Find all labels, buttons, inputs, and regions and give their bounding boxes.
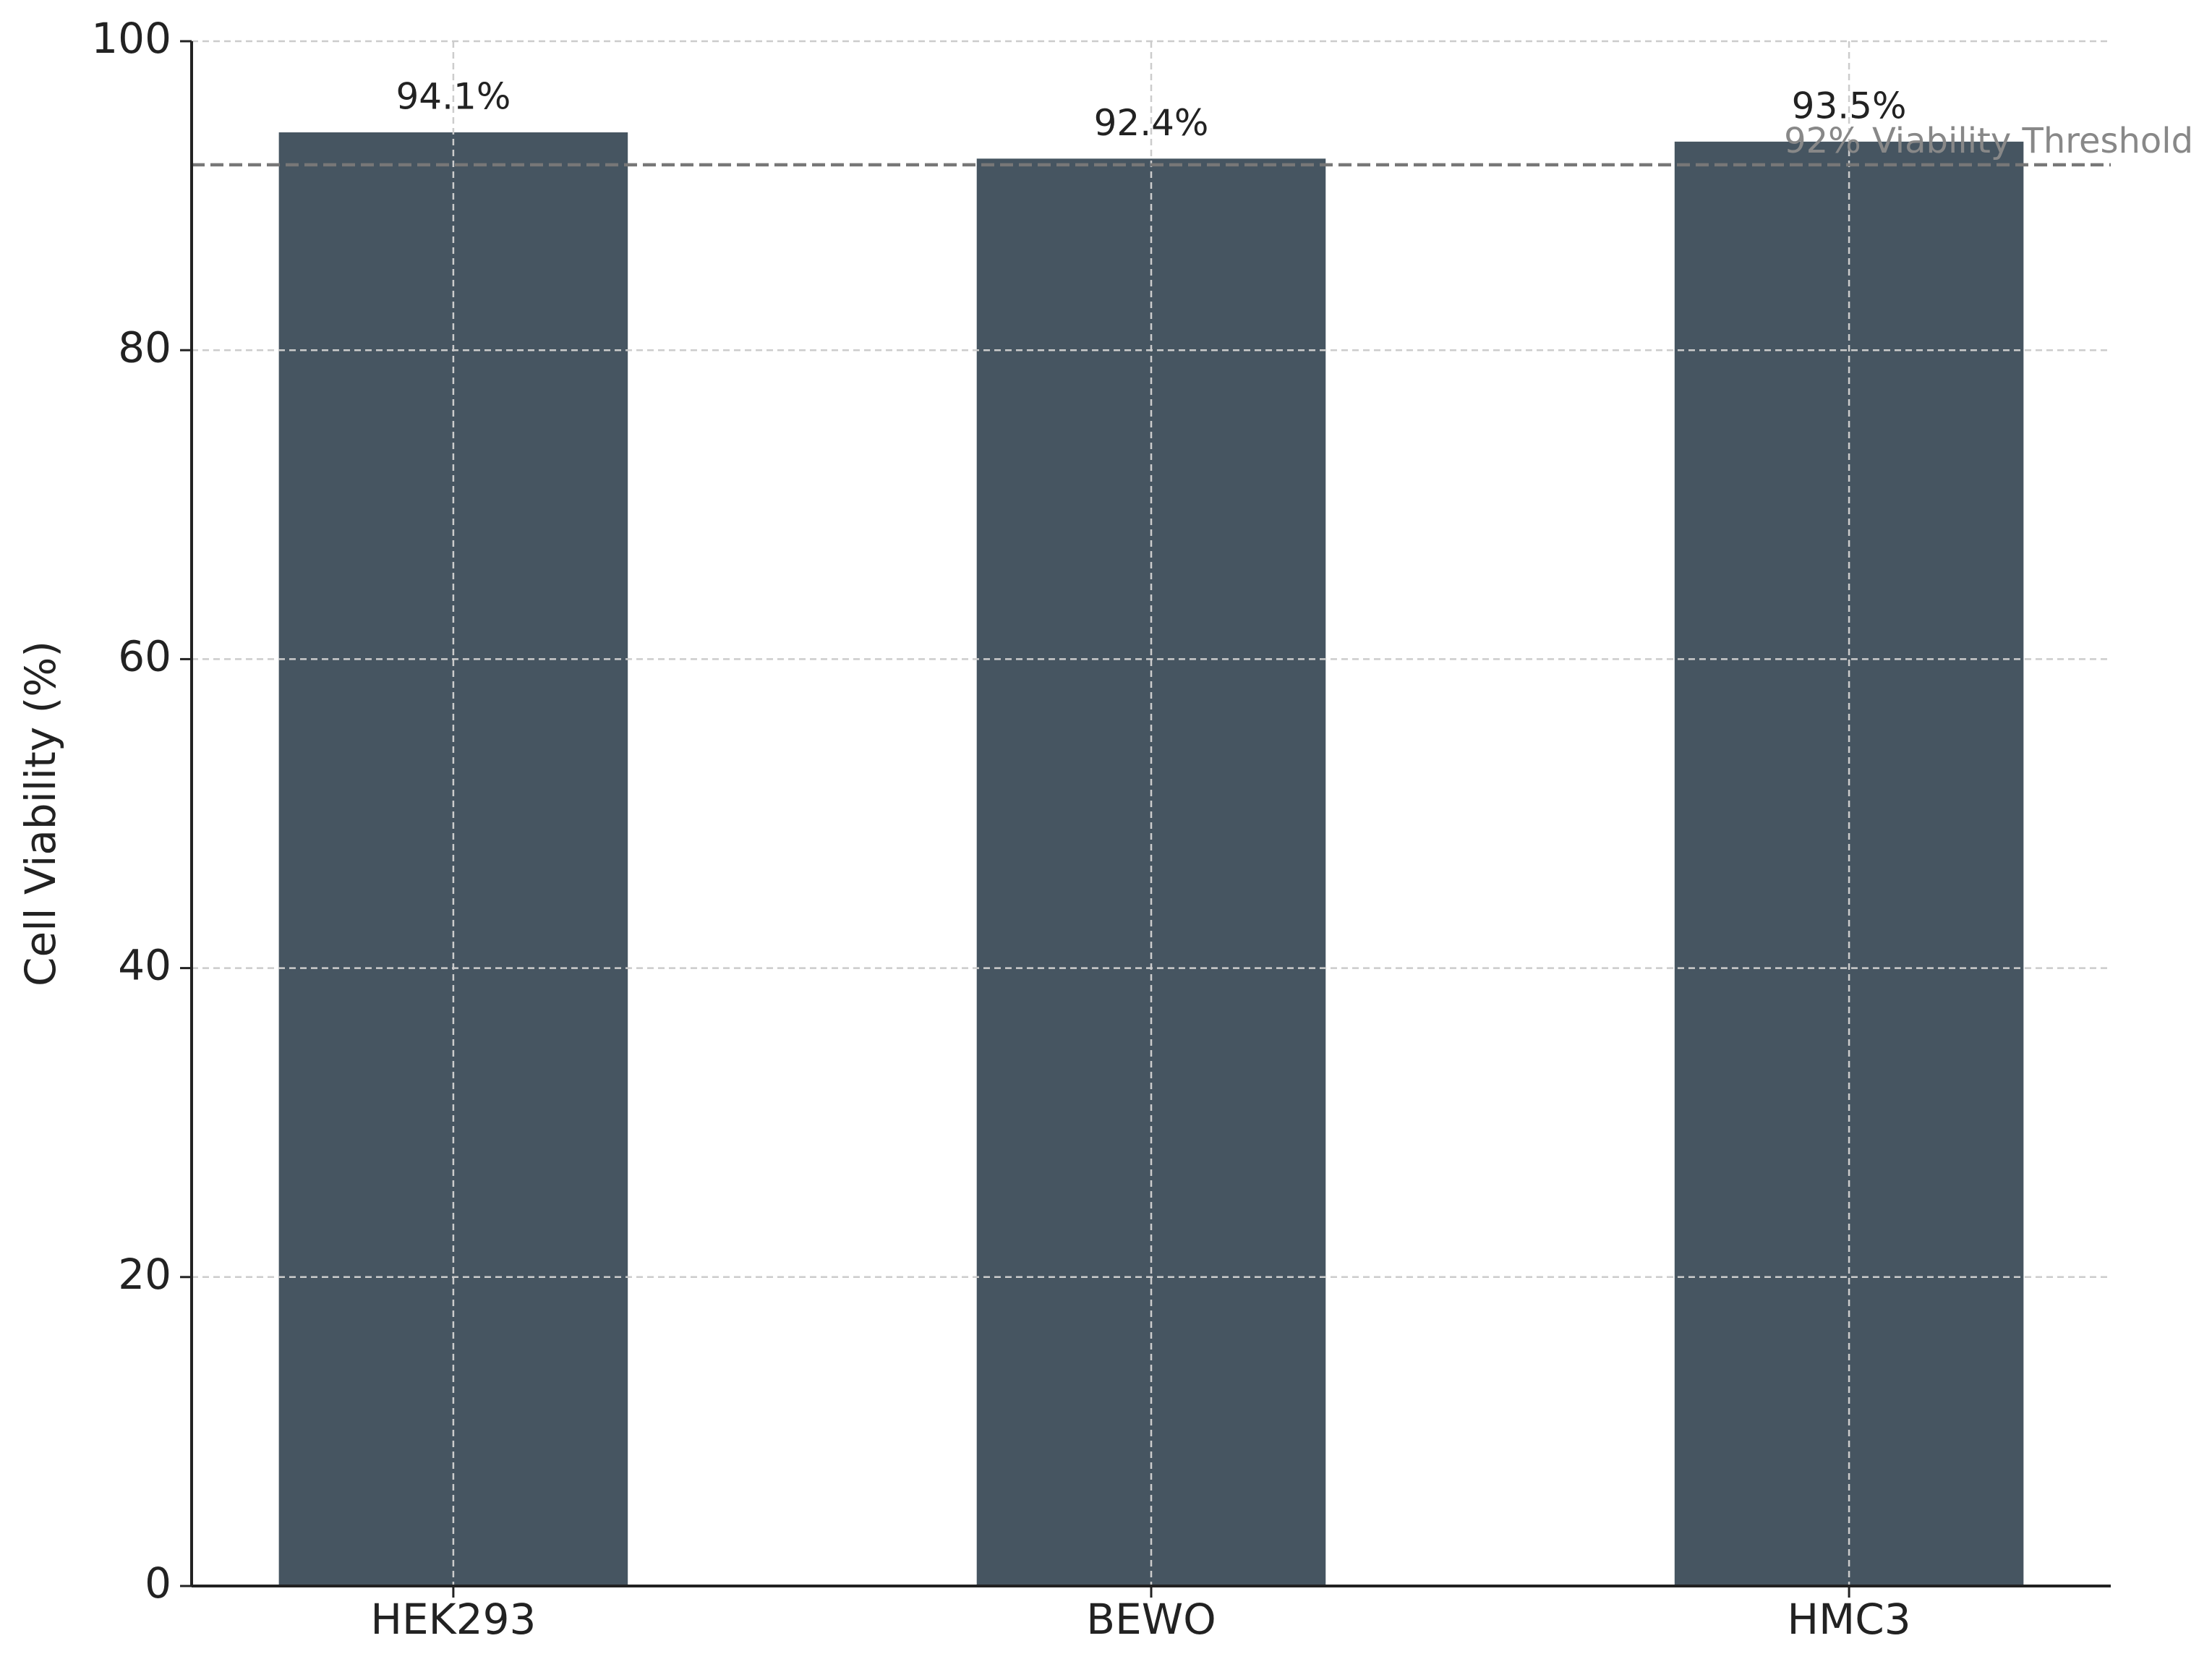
threshold-label: 92% Viability Threshold	[1784, 121, 2193, 161]
y-tick-label: 80	[118, 323, 171, 372]
y-tick-label: 60	[118, 632, 171, 681]
y-tick-label: 20	[118, 1250, 171, 1299]
x-tick-label: HEK293	[370, 1595, 536, 1644]
y-axis-label: Cell Viability (%)	[16, 641, 65, 986]
y-tick-label: 100	[91, 14, 171, 63]
data-label: 93.5%	[1792, 85, 1907, 127]
x-tick-label: HMC3	[1788, 1595, 1911, 1644]
x-tick-label: BEWO	[1086, 1595, 1216, 1644]
data-label: 92.4%	[1094, 102, 1209, 144]
y-tick-label: 0	[145, 1559, 171, 1608]
data-label: 94.1%	[396, 76, 511, 118]
y-tick-label: 40	[118, 941, 171, 990]
